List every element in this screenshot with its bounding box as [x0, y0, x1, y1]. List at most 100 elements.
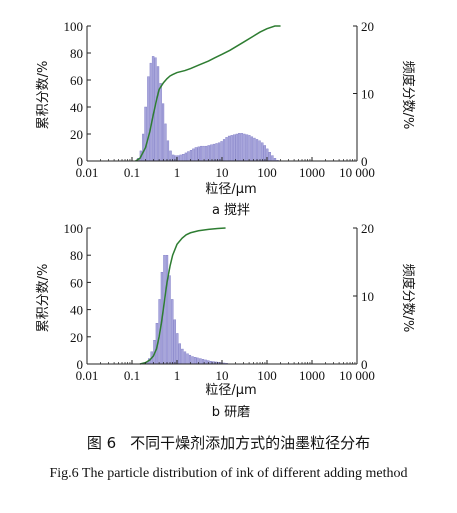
histogram-bar — [227, 135, 231, 162]
panel-label: a 搅拌 — [212, 202, 250, 218]
histogram-bar — [217, 142, 221, 162]
histogram-bar — [142, 133, 145, 162]
histogram-bar — [176, 333, 179, 365]
x-tick-label: 1 — [174, 368, 181, 383]
left-y-tick-label: 60 — [70, 73, 83, 88]
histogram-bar — [235, 133, 238, 162]
histogram-bar — [186, 353, 189, 365]
right-y-tick-label: 10 — [361, 87, 374, 102]
left-y-axis-label: 累积分数/% — [36, 61, 51, 130]
left-y-tick-label: 100 — [64, 19, 84, 34]
x-tick-label: 0.01 — [76, 165, 99, 180]
left-y-tick-label: 0 — [77, 154, 84, 169]
x-tick-label: 1 — [174, 165, 181, 180]
left-y-tick-label: 80 — [70, 248, 83, 263]
right-y-tick-label: 0 — [361, 357, 368, 372]
histogram-bar — [204, 145, 208, 162]
x-tick-label: 10 000 — [339, 165, 375, 180]
right-y-tick-label: 20 — [361, 19, 374, 34]
x-tick-label: 1000 — [299, 368, 325, 383]
right-y-tick-label: 0 — [361, 154, 368, 169]
histogram-bar — [255, 139, 259, 162]
histogram-bar — [197, 146, 200, 162]
histogram-bar — [258, 140, 261, 162]
histogram-bar — [198, 358, 202, 365]
histogram-bar — [230, 135, 233, 162]
histogram-bar — [238, 133, 241, 162]
histogram-bar — [168, 275, 171, 365]
histogram-bar — [144, 106, 148, 162]
histogram-bar — [250, 136, 254, 162]
figure-title-chinese: 不同干燥剂添加方式的油墨粒径分布 — [130, 434, 371, 452]
histogram-bar — [248, 135, 251, 162]
histogram-bar — [192, 148, 195, 162]
histogram-bar — [159, 83, 162, 162]
figure-caption-chinese: 图 6 不同干燥剂添加方式的油墨粒径分布 — [0, 432, 457, 453]
histogram-bar — [193, 357, 197, 365]
histogram-bar — [191, 356, 194, 365]
right-y-tick-label: 20 — [361, 221, 374, 236]
histogram-bar — [147, 76, 150, 162]
histogram-bar — [164, 123, 167, 162]
histogram-bar — [181, 348, 184, 365]
x-axis-label: 粒径/μm — [205, 383, 256, 398]
histogram-bar — [222, 139, 226, 162]
histogram-bar — [194, 147, 198, 162]
histogram-bar — [245, 134, 249, 162]
histogram-bar — [151, 56, 155, 162]
x-tick-label: 100 — [257, 368, 277, 383]
histogram-bar — [202, 145, 205, 162]
chart-panel-b: 0.01 0.1 1 10 100 1000 10 00002040608010001020… — [36, 221, 416, 420]
left-y-tick-label: 40 — [70, 303, 83, 318]
left-y-tick-label: 20 — [70, 330, 83, 345]
left-y-tick-label: 100 — [64, 221, 84, 236]
left-y-tick-label: 20 — [70, 127, 83, 142]
histogram-bar — [200, 145, 203, 162]
left-y-tick-label: 0 — [77, 357, 84, 372]
histogram-bar — [243, 133, 246, 162]
histogram-bar — [184, 152, 187, 162]
histogram-bar — [181, 154, 185, 162]
cumulative-curve — [139, 227, 226, 365]
histogram-bar — [268, 152, 271, 162]
cumulative-curve — [135, 25, 281, 162]
right-y-axis-label: 频度分数/% — [400, 61, 416, 130]
x-tick-label: 100 — [257, 165, 277, 180]
histogram-bar — [178, 343, 181, 365]
histogram-bar — [233, 134, 236, 162]
figure-caption-english: Fig.6 The particle distribution of ink o… — [49, 466, 408, 481]
histogram-bar — [263, 145, 267, 162]
histogram-bar — [170, 299, 174, 365]
histogram-bar — [240, 133, 244, 162]
histogram-bar — [165, 254, 169, 365]
x-tick-label: 0.01 — [76, 368, 99, 383]
left-y-tick-label: 60 — [70, 275, 83, 290]
panel-label: b 研磨 — [212, 405, 250, 420]
figure-number: 图 6 — [86, 434, 117, 452]
x-tick-label: 0.1 — [124, 368, 140, 383]
x-tick-label: 0.1 — [124, 165, 140, 180]
histogram-bar — [212, 143, 216, 162]
histogram-bar — [156, 66, 160, 162]
histogram-bar — [215, 143, 218, 162]
histogram-bar — [253, 137, 256, 162]
x-axis-label: 粒径/μm — [205, 182, 256, 197]
histogram-bar — [207, 145, 210, 162]
histogram-bar — [162, 103, 165, 162]
x-tick-label: 10 — [216, 165, 229, 180]
histogram-bar — [179, 154, 182, 162]
histogram-bar — [225, 137, 228, 162]
right-y-tick-label: 10 — [361, 289, 374, 304]
left-y-axis-label: 累积分数/% — [36, 264, 51, 333]
x-tick-label: 10 — [216, 368, 229, 383]
x-tick-label: 1000 — [299, 165, 325, 180]
histogram-bar — [187, 151, 190, 162]
histogram-bar — [210, 144, 213, 162]
left-y-tick-label: 80 — [70, 46, 83, 61]
left-y-tick-label: 40 — [70, 100, 83, 115]
x-tick-label: 10 000 — [339, 368, 375, 383]
chart-panel-a: 0.01 0.1 1 10 100 1000 10 00002040608010001020… — [36, 19, 416, 218]
histogram-bar — [166, 140, 170, 162]
histogram-bar — [204, 359, 207, 365]
